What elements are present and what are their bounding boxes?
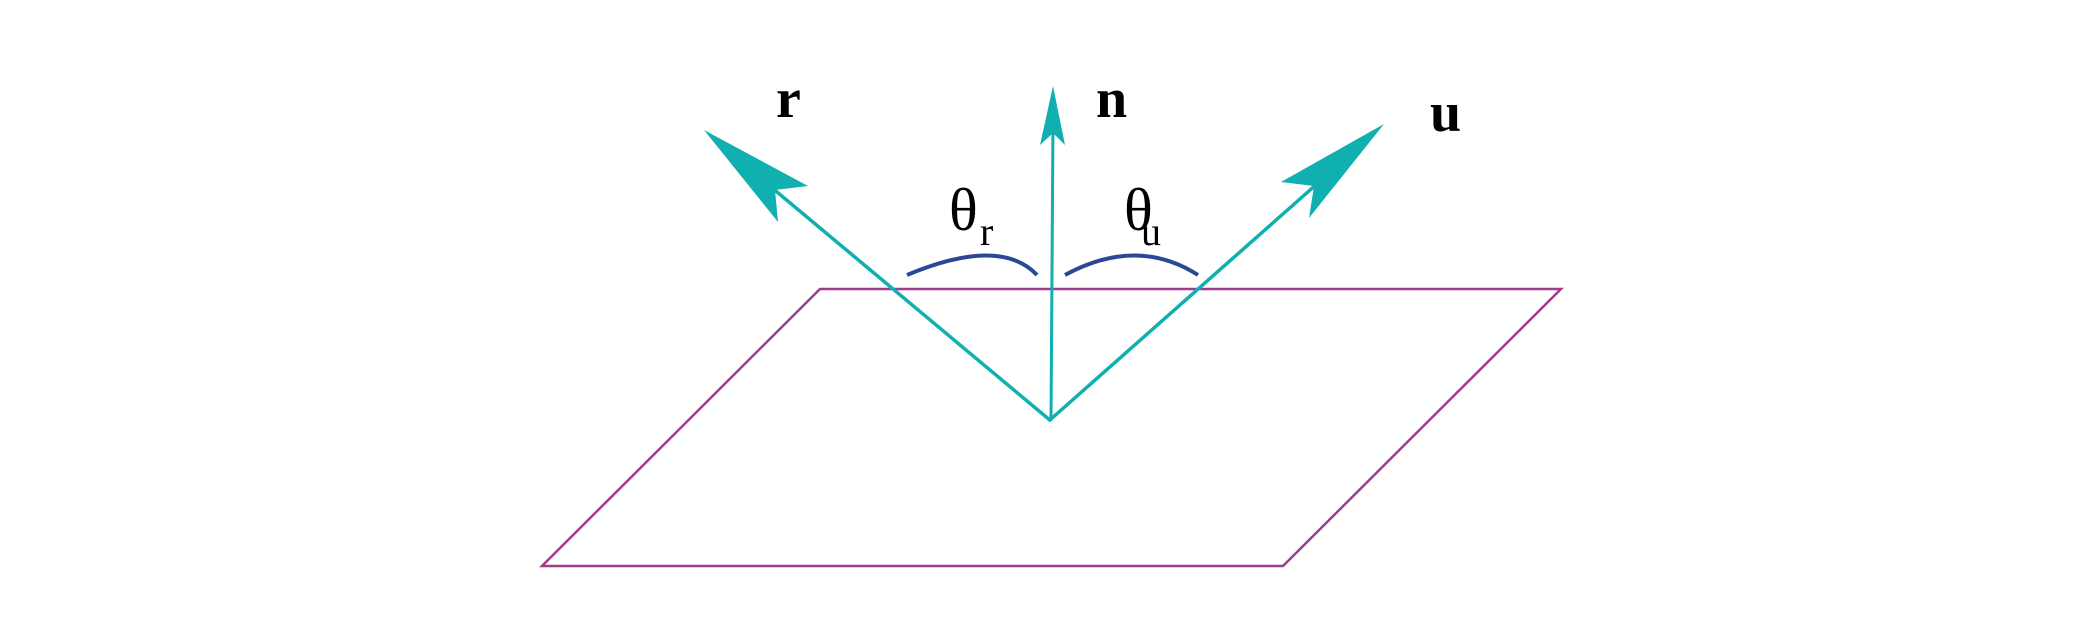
normal-vector-arrowhead xyxy=(1040,86,1065,145)
theta-r-subscript: r xyxy=(980,209,993,254)
r-vector-arrowhead xyxy=(704,130,808,222)
u-vector-label: u xyxy=(1430,82,1461,144)
u-vector-shaft xyxy=(1049,181,1320,421)
theta-r-arc xyxy=(906,253,1039,277)
theta-u-symbol: θ xyxy=(1124,177,1153,243)
r-vector-label: r xyxy=(776,68,801,130)
theta-r-symbol: θ xyxy=(949,177,978,243)
normal-vector-shaft xyxy=(1049,121,1055,422)
surface-plane xyxy=(538,287,1565,568)
n-vector-label: n xyxy=(1096,68,1127,130)
theta-u-arc xyxy=(1064,253,1200,277)
u-vector-arrowhead xyxy=(1281,124,1384,218)
r-vector-shaft xyxy=(769,185,1053,423)
theta-u-subscript: u xyxy=(1141,209,1161,254)
